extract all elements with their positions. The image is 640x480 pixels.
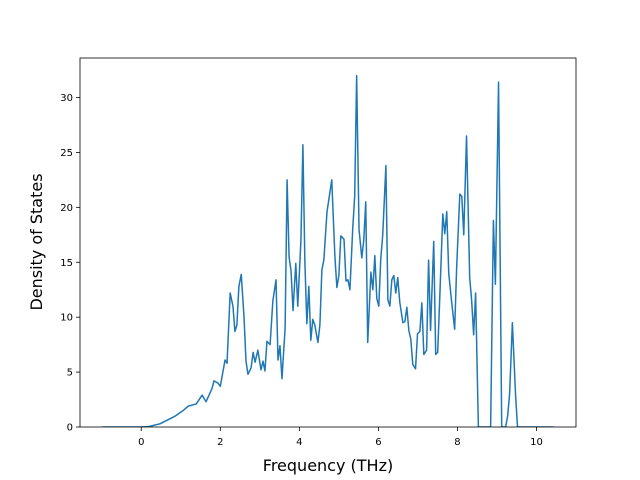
x-tick-label: 4 (296, 437, 302, 448)
y-tick-label: 10 (60, 313, 73, 324)
x-tick-label: 10 (530, 437, 543, 448)
y-axis-label: Density of States (27, 173, 46, 310)
y-tick-label: 30 (60, 93, 73, 104)
y-tick-label: 0 (67, 423, 73, 434)
data-line (102, 74, 554, 427)
y-tick-label: 25 (60, 148, 73, 159)
x-tick-label: 6 (375, 437, 381, 448)
x-tick-label: 0 (138, 437, 144, 448)
x-axis-label: Frequency (THz) (263, 456, 393, 475)
x-tick-label: 8 (454, 437, 460, 448)
plot-frame (79, 57, 577, 428)
y-tick-label: 20 (60, 203, 73, 214)
y-tick-label: 5 (67, 368, 73, 379)
x-tick-label: 2 (217, 437, 223, 448)
y-tick-label: 15 (60, 258, 73, 269)
